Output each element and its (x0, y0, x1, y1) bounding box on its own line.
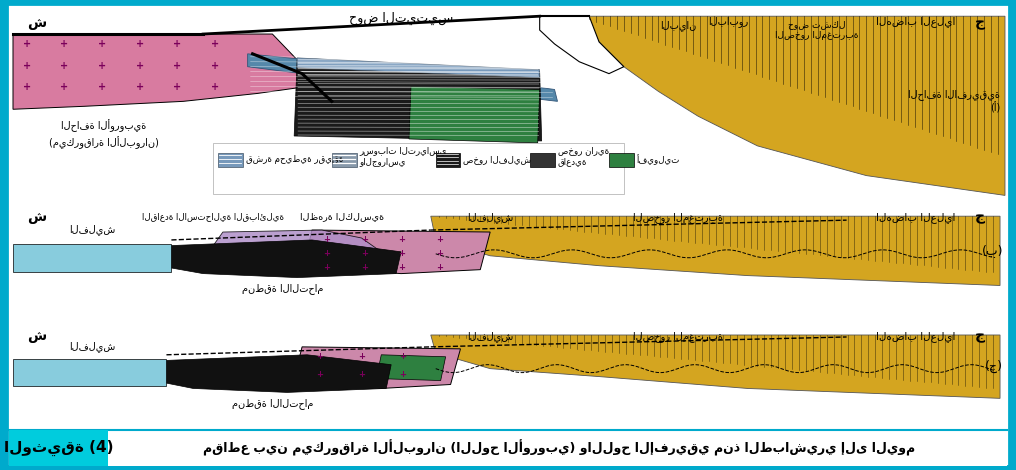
Text: الصخور المغتربة: الصخور المغتربة (633, 331, 723, 342)
Text: ش: ش (26, 16, 46, 30)
Text: +: + (323, 235, 330, 244)
Polygon shape (13, 244, 172, 272)
Polygon shape (248, 54, 558, 102)
Text: الفليش: الفليش (69, 341, 116, 352)
Polygon shape (431, 335, 1000, 399)
Text: الهضاب العليا: الهضاب العليا (876, 212, 956, 223)
Polygon shape (376, 355, 446, 381)
Polygon shape (158, 240, 401, 278)
Text: الفليش: الفليش (69, 224, 116, 235)
Text: حوض تشكل
الصخور المغتربة: حوض تشكل الصخور المغتربة (775, 20, 859, 40)
Polygon shape (431, 216, 1000, 285)
Polygon shape (409, 86, 539, 143)
Bar (213, 143, 624, 195)
Polygon shape (307, 230, 490, 274)
Bar (9, 430, 1007, 466)
Text: حوض التيتيس: حوض التيتيس (348, 12, 453, 25)
Text: الظهرة الكلسية: الظهرة الكلسية (300, 212, 384, 221)
Text: الهضاب العليا: الهضاب العليا (876, 16, 956, 27)
Text: ش: ش (26, 210, 46, 224)
Text: الحافة الافريقية
(أ): الحافة الافريقية (أ) (908, 89, 1000, 114)
Text: +: + (174, 39, 182, 49)
Text: +: + (60, 83, 68, 93)
Text: الهضاب العليا: الهضاب العليا (876, 331, 956, 342)
Text: البيان: البيان (660, 20, 696, 31)
Text: +: + (136, 83, 144, 93)
Text: +: + (211, 83, 219, 93)
Text: الفليش: الفليش (467, 212, 513, 223)
Polygon shape (297, 58, 539, 78)
Text: الصخور المغتربة: الصخور المغتربة (633, 212, 723, 223)
Text: الفليش: الفليش (467, 331, 513, 342)
Bar (217, 153, 243, 167)
Text: +: + (399, 352, 406, 361)
Text: منطقة الالتحام: منطقة الالتحام (232, 399, 313, 409)
Text: الوثيقة (4): الوثيقة (4) (4, 440, 114, 456)
Text: +: + (22, 39, 30, 49)
Text: منطقة الالتحام: منطقة الالتحام (242, 283, 323, 294)
Bar (609, 153, 634, 167)
Text: +: + (98, 39, 106, 49)
Bar (332, 153, 357, 167)
Text: +: + (98, 61, 106, 70)
Text: +: + (22, 83, 30, 93)
Text: +: + (436, 235, 443, 244)
Text: القاعدة الاستحالية القبائلية: القاعدة الاستحالية القبائلية (142, 212, 284, 221)
Text: +: + (136, 61, 144, 70)
Text: +: + (361, 263, 368, 272)
Text: صخور الفليش: صخور الفليش (463, 155, 531, 164)
Text: ش: ش (26, 329, 46, 343)
Text: +: + (436, 263, 443, 272)
Text: +: + (316, 370, 323, 379)
Text: (ب): (ب) (981, 245, 1003, 258)
Polygon shape (579, 16, 1005, 196)
Text: +: + (174, 83, 182, 93)
Text: +: + (398, 249, 405, 259)
Text: +: + (211, 61, 219, 70)
Text: +: + (358, 370, 365, 379)
Text: +: + (399, 370, 406, 379)
Text: +: + (60, 39, 68, 49)
Text: +: + (174, 61, 182, 70)
Text: +: + (22, 61, 30, 70)
Text: +: + (398, 263, 405, 272)
Bar (9, 430, 108, 466)
Text: +: + (361, 249, 368, 259)
Text: +: + (211, 39, 219, 49)
Text: ج: ج (975, 329, 986, 343)
Polygon shape (295, 60, 542, 141)
Text: الحافة الأوروبية
(ميكروقارة الألبوران): الحافة الأوروبية (ميكروقارة الألبوران) (49, 119, 160, 149)
Text: +: + (358, 352, 365, 361)
Text: +: + (60, 61, 68, 70)
Text: +: + (98, 83, 106, 93)
Text: قشرة محيطية رقيقة: قشرة محيطية رقيقة (246, 155, 342, 164)
Polygon shape (153, 355, 391, 392)
Text: أفيوليت: أفيوليت (637, 154, 680, 165)
Text: +: + (398, 235, 405, 244)
Text: +: + (361, 235, 368, 244)
Polygon shape (13, 34, 307, 109)
Bar (436, 153, 460, 167)
Text: +: + (316, 352, 323, 361)
Polygon shape (297, 347, 460, 388)
Text: ج: ج (975, 16, 986, 30)
Text: البابور: البابور (708, 16, 748, 27)
Text: +: + (136, 39, 144, 49)
Text: صخور نارية
قاعدية: صخور نارية قاعدية (558, 146, 609, 166)
Bar (529, 153, 555, 167)
Polygon shape (13, 359, 167, 386)
Text: +: + (323, 249, 330, 259)
Text: رسوبات الترياسي
والجوراسي: رسوبات الترياسي والجوراسي (360, 146, 447, 166)
Polygon shape (539, 16, 624, 74)
Text: +: + (436, 249, 443, 259)
Text: (ج): (ج) (985, 360, 1003, 373)
Text: +: + (323, 263, 330, 272)
Polygon shape (213, 230, 381, 260)
Text: ج: ج (975, 210, 986, 224)
Text: مقاطع بين ميكروقارة الألبوران (اللوح الأوروبي) واللوح الإفريقي منذ الطباشيري إلى: مقاطع بين ميكروقارة الألبوران (اللوح الأ… (203, 439, 915, 456)
